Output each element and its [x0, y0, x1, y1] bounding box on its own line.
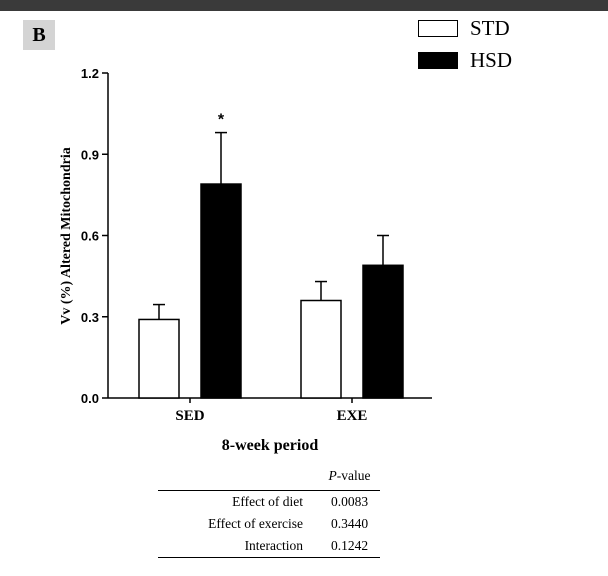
y-tick-label: 0.0 — [81, 391, 99, 406]
x-axis-label: 8-week period — [222, 437, 319, 454]
table-row: Effect of diet 0.0083 — [158, 491, 380, 514]
p-value: 0.3440 — [330, 516, 369, 531]
stats-table: P-value Effect of diet 0.0083 Effect of … — [158, 466, 380, 558]
p-letter: P — [328, 468, 337, 483]
legend-label-hsd: HSD — [470, 47, 513, 72]
bar-std-sed — [138, 318, 180, 399]
y-tick-label: 0.3 — [81, 310, 99, 325]
bar-std-exe — [300, 299, 342, 399]
x-tick-label: EXE — [337, 408, 368, 424]
y-tick-label: 1.2 — [81, 66, 99, 81]
legend-label-std: STD — [470, 15, 510, 40]
table-row: Effect of exercise 0.3440 — [158, 513, 380, 535]
panel-label: B — [23, 20, 55, 50]
p-value: 0.1242 — [330, 538, 369, 553]
effect-name: Interaction — [244, 538, 304, 553]
legend-swatch-std — [418, 19, 458, 37]
p-value: 0.0083 — [330, 494, 369, 509]
significance-marker: * — [218, 112, 225, 129]
y-tick-label: 0.9 — [81, 147, 99, 162]
bar-chart: 0.0 0.3 0.6 0.9 1.2 Vv (%) Altered Mitochondr… — [59, 66, 432, 454]
bar-hsd-sed — [200, 183, 242, 399]
y-tick-label: 0.6 — [81, 229, 99, 244]
stats-table-effect-header — [158, 466, 319, 491]
stats-table-pvalue-header: P-value — [319, 466, 380, 491]
legend-swatch-hsd — [418, 51, 458, 69]
y-axis-label: Vv (%) Altered Mitochondria — [59, 147, 74, 324]
top-bar — [0, 0, 608, 11]
stats-table-header: P-value — [158, 466, 380, 491]
legend: STD HSD — [418, 12, 512, 76]
legend-item-std: STD — [418, 12, 512, 44]
effect-name: Effect of diet — [232, 494, 304, 509]
legend-item-hsd: HSD — [418, 44, 512, 76]
table-row: Interaction 0.1242 — [158, 535, 380, 558]
x-tick-label: SED — [175, 408, 204, 424]
bar-hsd-exe — [362, 264, 404, 399]
p-suffix: -value — [336, 468, 371, 483]
effect-name: Effect of exercise — [208, 516, 304, 531]
